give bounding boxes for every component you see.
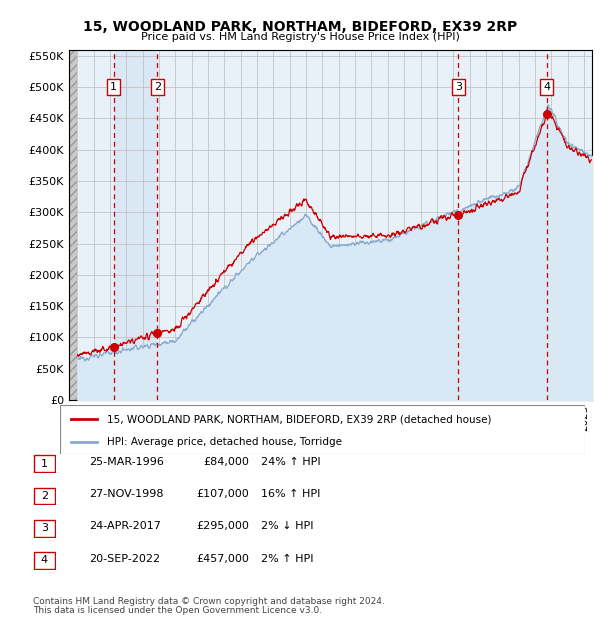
Text: 2% ↑ HPI: 2% ↑ HPI [261, 554, 314, 564]
Text: 2: 2 [154, 82, 161, 92]
Text: 2% ↓ HPI: 2% ↓ HPI [261, 521, 314, 531]
Text: 24% ↑ HPI: 24% ↑ HPI [261, 457, 320, 467]
Text: 15, WOODLAND PARK, NORTHAM, BIDEFORD, EX39 2RP: 15, WOODLAND PARK, NORTHAM, BIDEFORD, EX… [83, 20, 517, 34]
Text: £457,000: £457,000 [196, 554, 249, 564]
Text: 16% ↑ HPI: 16% ↑ HPI [261, 489, 320, 499]
Bar [69, 50, 77, 400]
Text: 4: 4 [41, 556, 48, 565]
Text: 3: 3 [41, 523, 48, 533]
Text: £295,000: £295,000 [196, 521, 249, 531]
Text: 2: 2 [41, 491, 48, 501]
Text: 4: 4 [543, 82, 550, 92]
Text: 3: 3 [455, 82, 462, 92]
Text: £107,000: £107,000 [196, 489, 249, 499]
Bar [69, 50, 77, 400]
Text: 27-NOV-1998: 27-NOV-1998 [89, 489, 163, 499]
Text: 1: 1 [110, 82, 117, 92]
Text: 24-APR-2017: 24-APR-2017 [89, 521, 161, 531]
Text: 25-MAR-1996: 25-MAR-1996 [89, 457, 164, 467]
Text: 1: 1 [41, 459, 48, 469]
Text: Contains HM Land Registry data © Crown copyright and database right 2024.: Contains HM Land Registry data © Crown c… [33, 597, 385, 606]
Text: This data is licensed under the Open Government Licence v3.0.: This data is licensed under the Open Gov… [33, 606, 322, 615]
Text: £84,000: £84,000 [203, 457, 249, 467]
Text: 15, WOODLAND PARK, NORTHAM, BIDEFORD, EX39 2RP (detached house): 15, WOODLAND PARK, NORTHAM, BIDEFORD, EX… [107, 414, 492, 424]
Text: HPI: Average price, detached house, Torridge: HPI: Average price, detached house, Torr… [107, 436, 342, 447]
Bar [113, 50, 157, 400]
Text: 20-SEP-2022: 20-SEP-2022 [89, 554, 160, 564]
Text: Price paid vs. HM Land Registry's House Price Index (HPI): Price paid vs. HM Land Registry's House … [140, 32, 460, 42]
